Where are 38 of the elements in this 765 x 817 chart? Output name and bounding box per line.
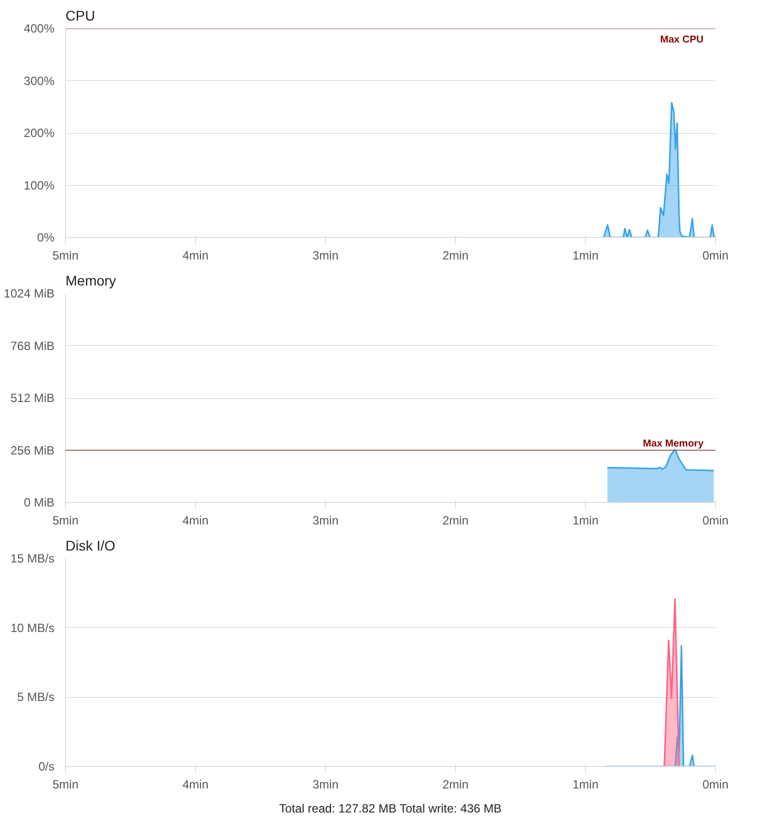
chart-title: CPU <box>66 8 96 24</box>
x-tick-label: 0min <box>702 248 729 262</box>
x-tick-label: 5min <box>52 514 79 528</box>
x-tick-label: 3min <box>312 778 339 792</box>
x-tick-label: 5min <box>52 778 79 792</box>
x-tick-label: 4min <box>182 514 209 528</box>
x-tick-label: 4min <box>182 248 209 262</box>
y-tick-label: 100% <box>24 178 55 192</box>
y-tick-label: 0 MiB <box>24 496 55 510</box>
x-tick-label: 0min <box>702 778 729 792</box>
x-tick-label: 2min <box>442 248 469 262</box>
y-tick-label: 768 MiB <box>10 338 55 353</box>
y-tick-label: 1024 MiB <box>4 286 55 300</box>
chart-title: Disk I/O <box>66 538 116 554</box>
y-tick-label: 400% <box>24 22 55 36</box>
y-tick-label: 512 MiB <box>10 391 55 405</box>
x-tick-label: 0min <box>702 514 729 528</box>
x-tick-label: 1min <box>572 514 599 528</box>
y-tick-label: 0% <box>37 230 55 244</box>
x-tick-label: 1min <box>572 248 599 262</box>
y-tick-label: 256 MiB <box>10 443 55 458</box>
y-tick-label: 15 MB/s <box>10 552 54 566</box>
y-tick-label: 200% <box>24 126 55 140</box>
x-tick-label: 4min <box>182 778 209 792</box>
x-tick-label: 2min <box>442 514 469 528</box>
x-tick-label: 3min <box>312 514 339 528</box>
y-tick-label: 0/s <box>38 760 55 774</box>
chart-title: Memory <box>66 272 116 288</box>
ref-line-label: Max Memory <box>642 438 704 450</box>
x-tick-label: 5min <box>52 248 79 262</box>
x-tick-label: 2min <box>442 778 469 792</box>
y-tick-label: 10 MB/s <box>10 620 54 635</box>
x-tick-label: 1min <box>572 778 599 792</box>
ref-line-label: Max CPU <box>660 34 704 46</box>
text: Total read: 127.82 MB Total write: 436 MB <box>279 802 502 816</box>
y-tick-label: 5 MB/s <box>17 690 54 704</box>
x-tick-label: 3min <box>312 248 339 262</box>
y-tick-label: 300% <box>24 74 55 88</box>
